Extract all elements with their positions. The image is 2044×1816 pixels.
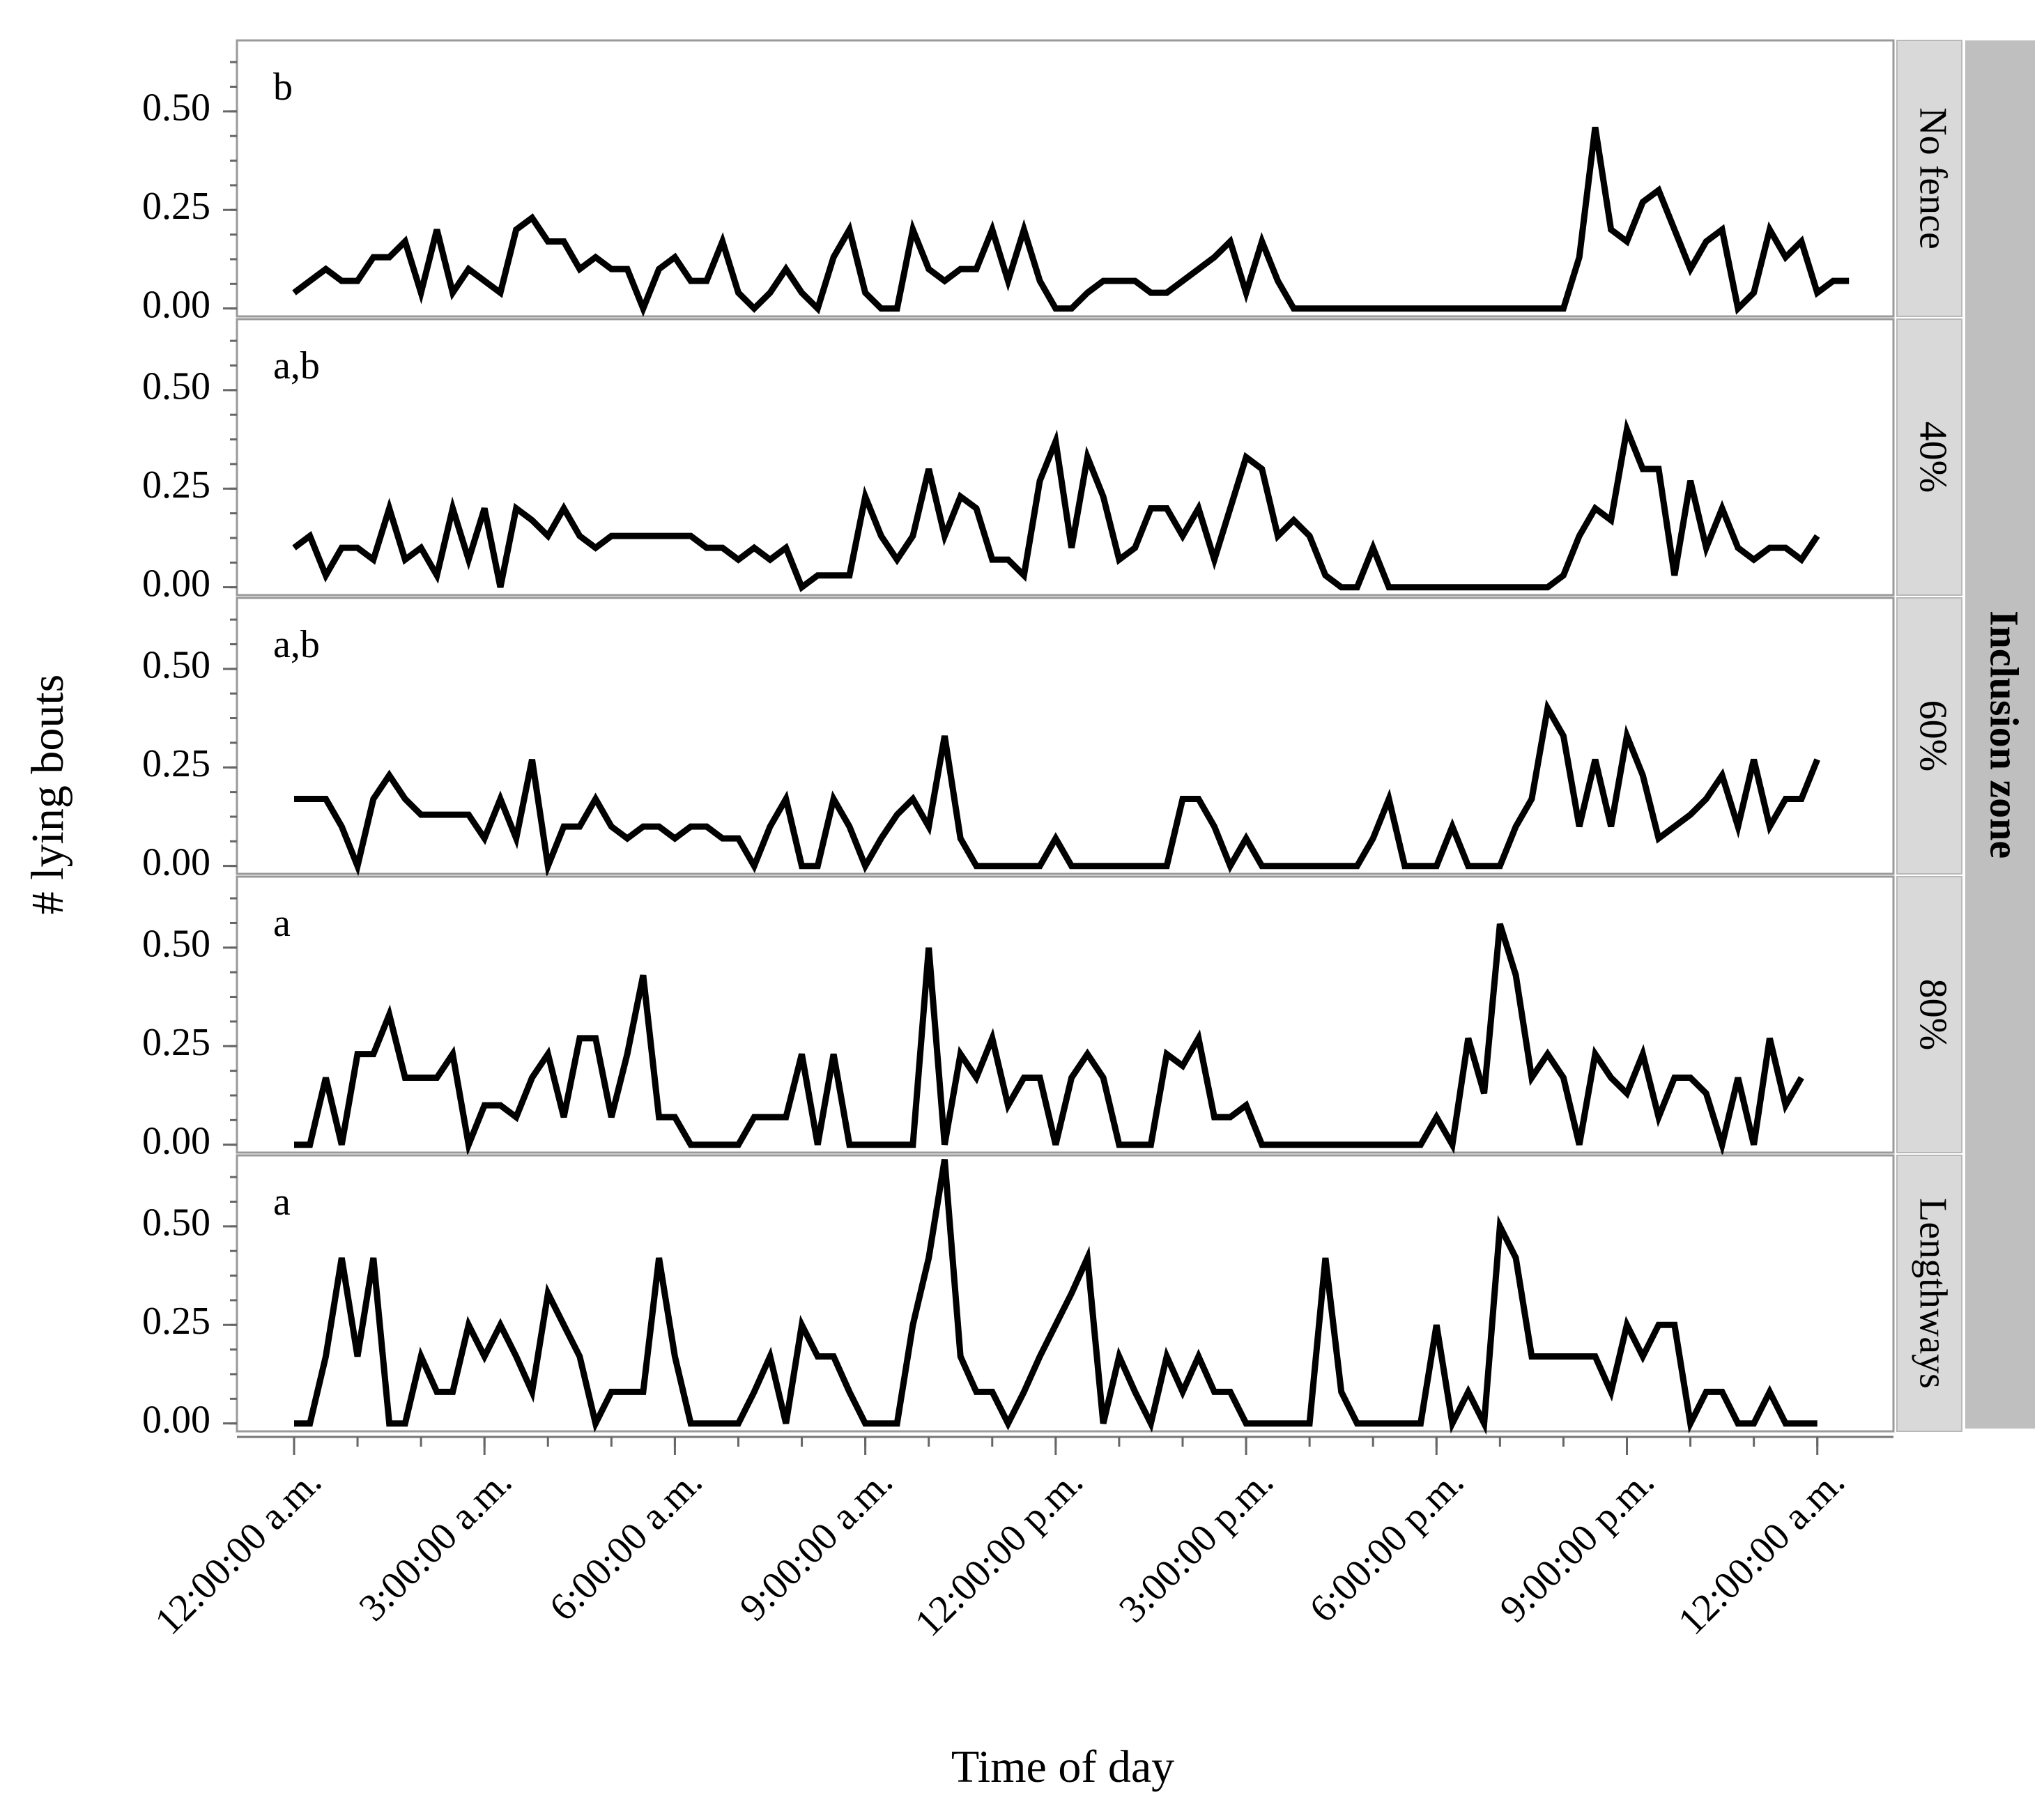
panel-strip [1896, 318, 1962, 596]
y-tick-label: 0.25 [142, 463, 210, 507]
y-tick-label: 0.25 [142, 1300, 210, 1343]
panel-significance-label: a [273, 902, 291, 945]
panel-frame [236, 597, 1895, 875]
panel-significance-label: a,b [273, 623, 320, 666]
panel-1: 40% 0.00 0.25 0.50 a,b [142, 318, 1962, 606]
series-line [294, 1158, 1818, 1436]
series-line [292, 418, 1820, 592]
panel-strip-label: 40% [1912, 422, 1955, 493]
panel-0: No fence 0.00 0.25 0.50 b [142, 39, 1962, 327]
series-line [294, 699, 1820, 878]
y-tick-label: 0.00 [142, 841, 210, 884]
panel-strip-label: Lengthways [1912, 1198, 1955, 1389]
panel-strip [1896, 1155, 1962, 1432]
panel-frame [236, 318, 1895, 597]
panel-significance-label: a [273, 1180, 291, 1224]
panel-strip-label: No fence [1912, 107, 1955, 249]
x-axis-title: Time of day [951, 1741, 1174, 1792]
panel-significance-label: a,b [273, 344, 320, 387]
facet-group-strip: Inclusion zone [1965, 40, 2035, 1429]
panel-frame [236, 1154, 1895, 1433]
panel-strip-label: 60% [1912, 700, 1955, 772]
y-tick-label: 0.25 [142, 1021, 210, 1064]
y-tick-label: 0.00 [142, 284, 210, 327]
y-tick-label: 0.50 [142, 923, 210, 966]
y-tick-label: 0.50 [142, 365, 210, 408]
panel-frame [236, 39, 1895, 318]
panel-2: 60% 0.00 0.25 0.50 a,b [142, 597, 1962, 884]
y-tick-label: 0.00 [142, 1399, 210, 1442]
facet-group-strip-bg [1965, 40, 2035, 1429]
y-tick-label: 0.50 [142, 644, 210, 687]
y-axis-title: # lying bouts [22, 675, 73, 915]
y-tick-label: 0.00 [142, 562, 210, 606]
panel-strip-label: 80% [1912, 979, 1955, 1051]
panel-strip [1896, 40, 1962, 317]
series-line [292, 126, 1850, 317]
y-tick-label: 0.25 [142, 742, 210, 785]
y-tick-label: 0.50 [142, 86, 210, 130]
series-line [294, 923, 1804, 1157]
panel-strip [1896, 597, 1962, 875]
panel-3: 80% 0.00 0.25 0.50 a [142, 875, 1962, 1163]
panel-significance-label: b [273, 66, 293, 109]
facet-group-strip-label: Inclusion zone [1982, 610, 2027, 859]
y-tick-label: 0.50 [142, 1201, 210, 1245]
y-tick-label: 0.25 [142, 185, 210, 228]
y-tick-label: 0.00 [142, 1120, 210, 1163]
panel-4: Lengthways 0.00 0.25 0.50 a [142, 1154, 1962, 1442]
panel-strip [1896, 876, 1962, 1153]
